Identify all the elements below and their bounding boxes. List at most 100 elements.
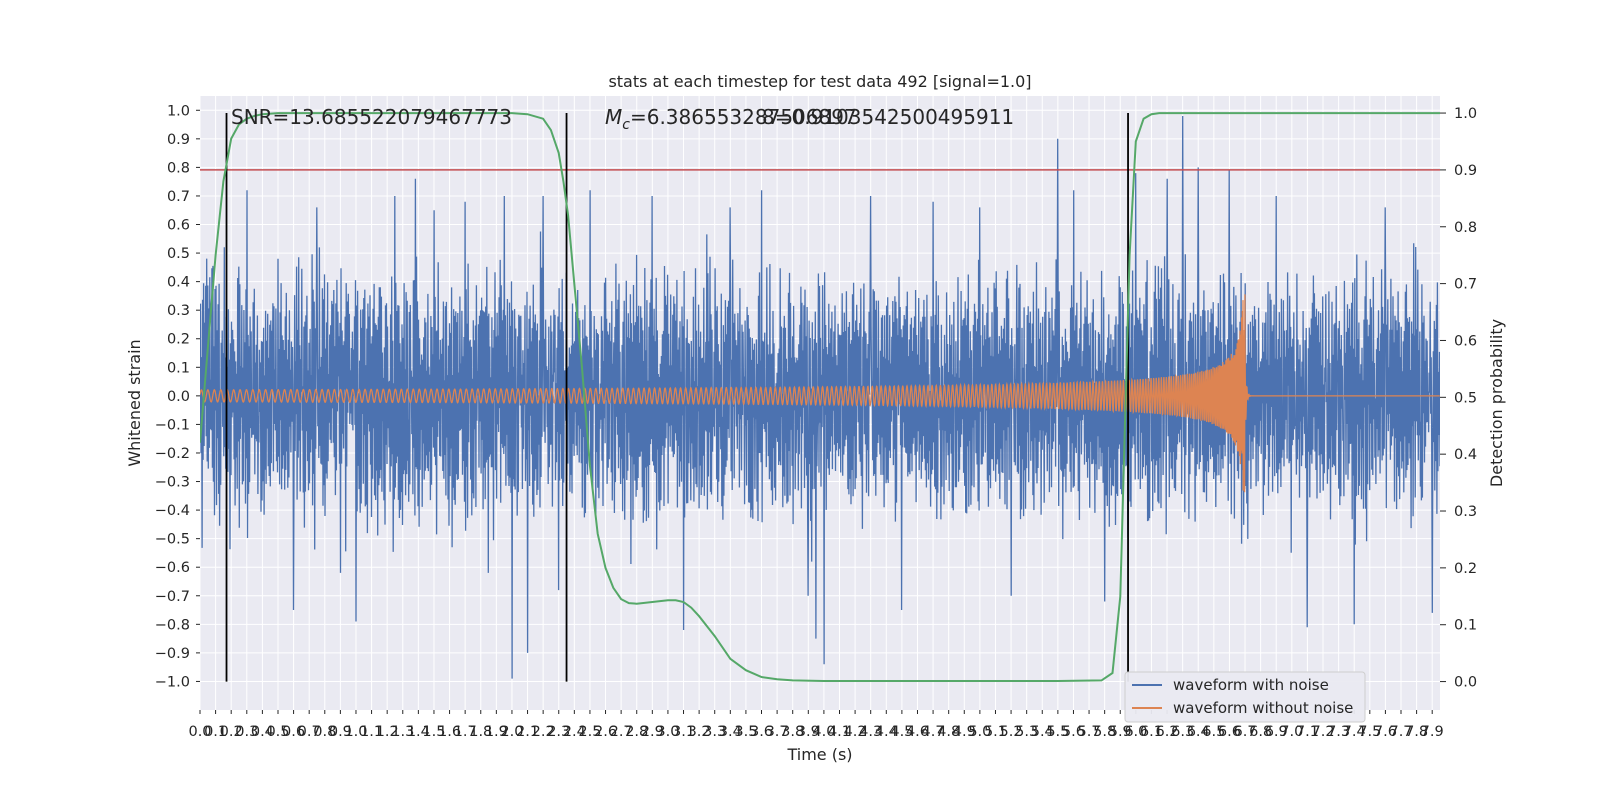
x-tick-label: 6.5 [1202, 724, 1225, 740]
legend-label-waveform-with-noise: waveform with noise [1173, 676, 1329, 694]
x-tick-label: 7.2 [1311, 724, 1334, 740]
x-tick-label: 6.0 [1124, 724, 1147, 740]
x-tick-label: 1.5 [422, 724, 445, 740]
x-tick-label: 2.5 [578, 724, 601, 740]
y-tick-label: 0.6 [167, 218, 190, 234]
x-tick-label: 5.5 [1046, 724, 1069, 740]
legend-box [1124, 671, 1366, 723]
x-tick-label: 2.7 [610, 724, 633, 740]
x-tick-label: 7.4 [1343, 724, 1366, 740]
x-tick-label: 2.4 [563, 724, 586, 740]
x-tick-label: 7.7 [1389, 724, 1412, 740]
x-tick-label: 0.8 [313, 724, 336, 740]
chirp-mass-symbol: M [605, 105, 622, 129]
y2-tick-label: 0.7 [1454, 277, 1477, 293]
x-tick-label: 0.1 [204, 724, 227, 740]
x-tick-label: 5.2 [1000, 724, 1023, 740]
x-tick-label: 1.2 [376, 724, 399, 740]
y-tick-label: 0.1 [167, 360, 190, 376]
x-tick-label: 0.3 [235, 724, 258, 740]
x-tick-label: 6.6 [1218, 724, 1241, 740]
y-tick-label: 0.3 [167, 303, 190, 319]
waveform-with-noise-line [200, 115, 1440, 679]
y-tick-label: −0.8 [155, 617, 190, 633]
series-detection-probability [200, 112, 1440, 682]
y-tick-label: 0.4 [167, 275, 190, 291]
x-tick-label: 6.3 [1171, 724, 1194, 740]
x-tick-label: 7.0 [1280, 724, 1303, 740]
x-tick-label: 4.6 [906, 724, 929, 740]
x-tick-label: 2.6 [594, 724, 617, 740]
x-tick-label: 3.0 [656, 724, 679, 740]
x-tick-label: 3.9 [797, 724, 820, 740]
y2-tick-label: 0.0 [1454, 675, 1477, 691]
chart-title: stats at each timestep for test data 492… [608, 72, 1031, 91]
y-tick-label: 1.0 [167, 103, 190, 119]
y2-tick-label: 0.5 [1454, 390, 1477, 406]
x-tick-label: 0.4 [251, 724, 274, 740]
y2-tick-label: 0.4 [1454, 447, 1477, 463]
chirp-mass-value: =6.386553287506897 [630, 105, 857, 129]
x-tick-label: 7.5 [1358, 724, 1381, 740]
y2-tick-label: 1.0 [1454, 106, 1477, 122]
y-tick-label: −0.6 [155, 560, 190, 576]
x-tick-label: 4.9 [953, 724, 976, 740]
x-tick-label: 0.6 [282, 724, 305, 740]
y2-tick-label: 0.8 [1454, 220, 1477, 236]
y-tick-label: −0.2 [155, 446, 190, 462]
y-tick-label: −0.7 [155, 589, 190, 605]
x-tick-label: 4.2 [844, 724, 867, 740]
y-tick-label: −0.3 [155, 475, 190, 491]
x-tick-label: 5.9 [1109, 724, 1132, 740]
x-tick-label: 1.9 [485, 724, 508, 740]
y-axis-label: Whitened strain [125, 339, 144, 466]
x-tick-label: 2.1 [516, 724, 539, 740]
y-tick-label: −0.5 [155, 532, 190, 548]
x-tick-label: 7.3 [1327, 724, 1350, 740]
x-tick-label: 3.3 [703, 724, 726, 740]
x-tick-label: 3.7 [766, 724, 789, 740]
legend-label-waveform-without-noise: waveform without noise [1173, 699, 1353, 717]
series-waveform-with-noise [200, 115, 1440, 679]
x-tick-label: 5.1 [984, 724, 1007, 740]
x-tick-label: 1.0 [344, 724, 367, 740]
overlap-annotation: 8=0.9103542500495911 [762, 105, 1014, 129]
y2-axis-label: Detection probability [1487, 319, 1506, 487]
x-tick-label: 3.8 [781, 724, 804, 740]
x-tick-label: 3.4 [719, 724, 742, 740]
x-tick-label: 4.7 [922, 724, 945, 740]
x-tick-label: 2.9 [641, 724, 664, 740]
x-tick-label: 7.1 [1296, 724, 1319, 740]
y-tick-label: 0.8 [167, 160, 190, 176]
x-tick-label: 4.8 [937, 724, 960, 740]
x-tick-label: 1.3 [391, 724, 414, 740]
x-tick-label: 7.8 [1405, 724, 1428, 740]
x-tick-label: 6.1 [1140, 724, 1163, 740]
x-tick-label: 3.1 [672, 724, 695, 740]
y-tick-label: −0.9 [155, 646, 190, 662]
waveform-without-noise-line [200, 294, 1440, 493]
x-tick-label: 5.7 [1078, 724, 1101, 740]
chirp-mass-annotation: Mc=6.386553287506897 [605, 105, 857, 133]
x-tick-label: 4.1 [828, 724, 851, 740]
x-axis-label: Time (s) [786, 745, 852, 764]
x-tick-label: 6.4 [1187, 724, 1210, 740]
y2-tick-label: 0.1 [1454, 618, 1477, 634]
x-tick-label: 0.2 [220, 724, 243, 740]
y-tick-label: 0.5 [167, 246, 190, 262]
y-tick-label: −0.4 [155, 503, 190, 519]
y-tick-label: 0.2 [167, 332, 190, 348]
y2-tick-label: 0.3 [1454, 504, 1477, 520]
x-tick-label: 1.1 [360, 724, 383, 740]
x-tick-label: 5.0 [968, 724, 991, 740]
x-tick-label: 3.2 [688, 724, 711, 740]
x-tick-label: 5.4 [1031, 724, 1054, 740]
x-tick-label: 0.0 [188, 724, 211, 740]
y-tick-label: −1.0 [155, 674, 190, 690]
y-tick-label: 0.0 [167, 389, 190, 405]
x-tick-label: 4.0 [812, 724, 835, 740]
x-tick-label: 7.6 [1374, 724, 1397, 740]
x-tick-label: 0.5 [266, 724, 289, 740]
data-series [200, 112, 1440, 682]
x-tick-label: 4.4 [875, 724, 898, 740]
